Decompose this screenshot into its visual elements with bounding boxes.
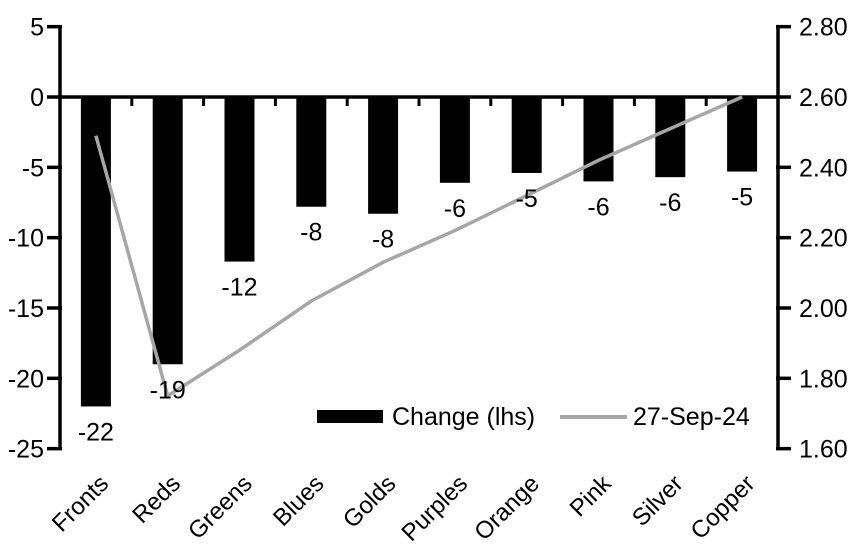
legend-bar-swatch [317, 410, 383, 423]
bar-greens [224, 97, 255, 262]
bar-data-label: -6 [587, 193, 609, 221]
bar-data-label: -12 [221, 274, 257, 302]
bar-data-label: -5 [731, 184, 753, 212]
bar-purples [439, 97, 470, 183]
category-label-copper: Copper [686, 470, 761, 545]
bar-silver [655, 97, 686, 178]
category-label-blues: Blues [268, 470, 330, 532]
bar-orange [511, 97, 542, 173]
left-axis-label: 5 [30, 14, 44, 42]
right-axis-label: 2.80 [799, 14, 848, 42]
left-axis-label: -25 [8, 436, 44, 464]
category-label-fronts: Fronts [47, 470, 114, 537]
series-line-27-sep-24 [94, 95, 743, 399]
bar-data-label: -8 [372, 226, 394, 254]
bar-data-label: -6 [444, 195, 466, 223]
category-label-golds: Golds [338, 470, 401, 533]
bar-golds [368, 97, 399, 214]
bar-reds [152, 97, 183, 365]
right-axis-label: 2.20 [799, 225, 848, 253]
right-axis-label: 2.00 [799, 295, 848, 323]
bar-copper [727, 97, 758, 172]
left-axis-label: -10 [8, 225, 44, 253]
legend-label-date: 27-Sep-24 [633, 403, 750, 431]
right-axis-label: 1.80 [799, 365, 848, 393]
left-axis-label: -20 [8, 365, 44, 393]
bar-pink [583, 97, 614, 182]
right-axis-label: 1.60 [799, 436, 848, 464]
bar-data-label: -5 [516, 185, 538, 213]
bar-data-label: -22 [78, 418, 114, 446]
left-axis-label: -5 [22, 154, 44, 182]
left-axis-label: -15 [8, 295, 44, 323]
category-label-reds: Reds [127, 470, 186, 529]
category-label-pink: Pink [565, 469, 618, 522]
right-axis-label: 2.60 [799, 84, 848, 112]
legend-label-change: Change (lhs) [392, 403, 536, 431]
legend-line-swatch [560, 415, 627, 419]
bar-blues [296, 97, 327, 207]
bar-data-label: -6 [659, 189, 681, 217]
right-axis-label: 2.40 [799, 154, 848, 182]
category-label-silver: Silver [627, 470, 689, 532]
left-axis-label: 0 [30, 84, 44, 112]
bar-fronts [80, 97, 111, 407]
category-label-greens: Greens [183, 470, 258, 545]
category-label-orange: Orange [469, 470, 545, 546]
category-label-purples: Purples [397, 470, 474, 547]
bar-data-label: -19 [150, 376, 186, 404]
bar-data-label: -8 [300, 219, 322, 247]
